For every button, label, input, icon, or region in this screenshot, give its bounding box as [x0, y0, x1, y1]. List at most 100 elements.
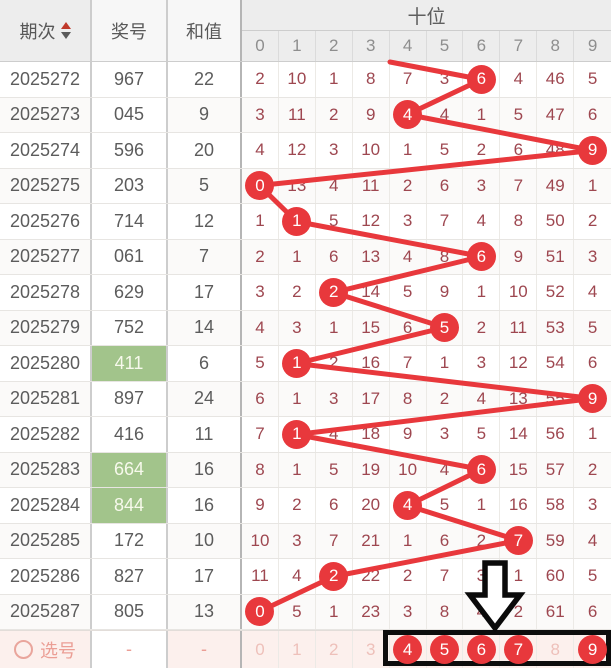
digit-cell: 5 — [587, 317, 598, 337]
digit-column-header: 4 — [390, 31, 427, 61]
digit-cell: 15 — [353, 310, 390, 345]
picked-digit-circle[interactable]: 4 — [393, 635, 423, 664]
digit-cell: 5 — [279, 594, 316, 629]
digit-cell: 15 — [500, 452, 538, 487]
digit-cell: 5 — [316, 452, 353, 487]
digit-cells: 11 4 2 22 2 7 3 1 60 5 — [240, 559, 611, 594]
winning-number-column-header: 奖号 — [90, 0, 168, 61]
digit-cells: 4 3 1 15 6 5 2 11 53 5 — [240, 310, 611, 345]
digit-cell: 10 — [353, 133, 390, 168]
selection-digit-cell[interactable]: 4 — [390, 631, 427, 668]
digit-cell: 54 — [537, 346, 575, 381]
digit-cell: 58 — [537, 488, 575, 523]
picked-digit-circle[interactable]: 5 — [429, 635, 459, 664]
winning-number-cell: 714 — [90, 204, 168, 239]
sort-ascending-icon[interactable] — [60, 22, 71, 29]
digit-cells: 5 1 2 16 7 1 3 12 54 6 — [240, 346, 611, 381]
digit-cell: 21 — [353, 523, 390, 558]
digit-cell: 5 — [427, 133, 464, 168]
period-cell: 2025284 — [9, 494, 81, 515]
selection-digit-cell[interactable]: 7 — [500, 631, 538, 668]
picked-digit-circle[interactable]: 7 — [503, 635, 533, 664]
digit-cell: 4 — [316, 417, 353, 452]
period-cell: 2025283 — [9, 459, 81, 480]
digit-cell: 7 — [390, 346, 427, 381]
sum-cell: 9 — [198, 104, 209, 125]
digit-cell: 10 — [390, 452, 427, 487]
digit-cell: 1 — [587, 424, 598, 444]
digit-cell: 7 — [500, 523, 538, 558]
hit-digit-circle: 2 — [319, 561, 349, 591]
digit-cell: 3 — [279, 523, 316, 558]
sort-arrows-icon[interactable] — [60, 22, 71, 39]
winning-number-column-label: 奖号 — [111, 21, 147, 42]
selection-digit-cell[interactable]: 2 — [316, 631, 353, 668]
digit-cell: 11 — [500, 310, 538, 345]
selection-digit-cell[interactable]: 1 — [279, 631, 316, 668]
digit-cell: 5 — [587, 69, 598, 89]
period-column-header[interactable]: 期次 — [0, 0, 90, 61]
digit-cells: 7 1 4 18 9 3 5 14 56 1 — [240, 417, 611, 452]
hit-digit-circle: 6 — [466, 64, 496, 94]
digit-cell: 12 — [353, 204, 390, 239]
winning-number-cell: 752 — [90, 310, 168, 345]
digit-cell: 10 — [279, 62, 316, 97]
digit-cell: 2 — [587, 211, 598, 231]
digit-cell: 1 — [316, 310, 353, 345]
digit-cell: 3 — [463, 168, 501, 203]
digit-cell: 12 — [500, 346, 538, 381]
digit-cell: 6 — [427, 168, 464, 203]
digit-cell: 6 — [316, 239, 353, 274]
hit-digit-circle: 4 — [393, 100, 423, 130]
selection-digit-cell[interactable]: 0 — [242, 631, 279, 668]
selection-digit-cell[interactable]: 6 — [463, 631, 501, 668]
selection-digit-cell[interactable]: 8 — [537, 631, 575, 668]
digit-cell: 5 — [463, 417, 501, 452]
sort-descending-icon[interactable] — [60, 32, 71, 39]
sum-cell: 13 — [193, 601, 215, 622]
selection-digit-cell[interactable]: 9 — [574, 631, 611, 668]
digit-cell: 5 — [316, 204, 353, 239]
selection-digit-cell[interactable]: 3 — [353, 631, 390, 668]
digit-cell: 4 — [242, 310, 279, 345]
digit-cell: 14 — [353, 275, 390, 310]
digit-cells: 3 11 2 9 4 4 1 5 47 6 — [240, 97, 611, 132]
digit-cell: 1 — [242, 204, 279, 239]
digit-cell: 6 — [390, 310, 427, 345]
digit-cell: 1 — [500, 559, 538, 594]
radio-circle-icon[interactable] — [14, 640, 33, 659]
digit-cell: 4 — [242, 133, 279, 168]
period-cell: 2025279 — [9, 317, 81, 338]
period-cell: 2025273 — [9, 104, 81, 125]
digit-cell: 4 — [587, 282, 598, 302]
digit-cell: 6 — [427, 523, 464, 558]
picked-digit-circle[interactable]: 6 — [466, 635, 496, 664]
digit-column-header: 0 — [242, 31, 279, 61]
pick-numbers-button[interactable]: 选号 — [0, 631, 90, 668]
digit-column-header: 3 — [353, 31, 390, 61]
sum-cell: 22 — [193, 68, 215, 89]
digit-cell: 5 — [427, 488, 464, 523]
digit-cell: 2 — [463, 310, 501, 345]
picked-digit-circle[interactable]: 9 — [578, 635, 608, 664]
hit-digit-circle: 1 — [282, 206, 312, 236]
digit-cell: 4 — [463, 204, 501, 239]
digit-cell: 1 — [279, 417, 316, 452]
winning-number-cell: 805 — [90, 594, 168, 629]
digit-cell: 5 — [587, 566, 598, 586]
digit-cell: 4 — [427, 97, 464, 132]
winning-number-cell: 664 — [90, 452, 168, 487]
winning-number-cell: 411 — [90, 346, 168, 381]
table-row: 2025274 596 20 4 12 3 10 1 5 2 6 48 9 — [0, 133, 611, 169]
digit-cell: 1 — [463, 275, 501, 310]
winning-number-cell: 045 — [90, 97, 168, 132]
digit-cell: 8 — [427, 239, 464, 274]
period-cell: 2025285 — [9, 530, 81, 551]
selection-digit-cell[interactable]: 5 — [427, 631, 464, 668]
digit-cell: 6 — [463, 62, 501, 97]
digit-cell: 1 — [279, 346, 316, 381]
digit-cell: 6 — [587, 601, 598, 621]
